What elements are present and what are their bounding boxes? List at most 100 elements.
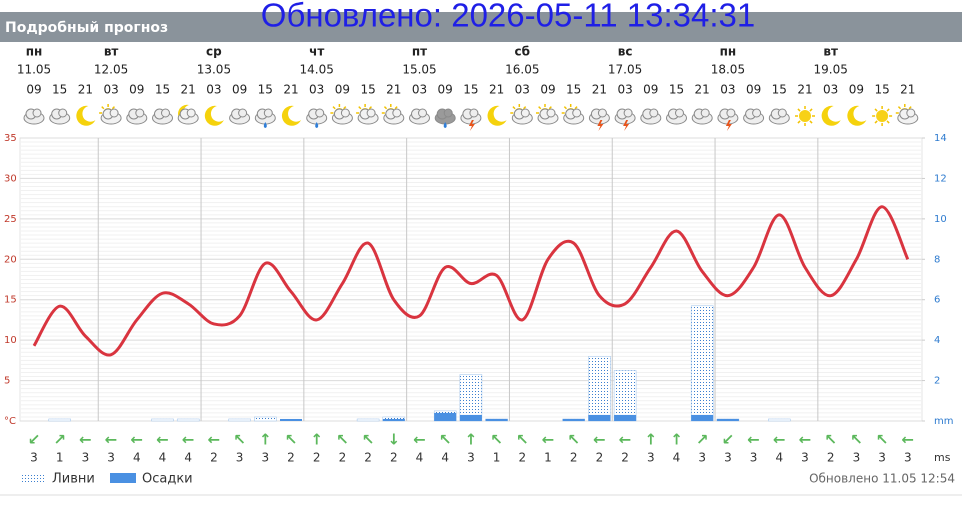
wind-arrow: ← (105, 431, 118, 449)
day-date: 11.05 (17, 63, 51, 77)
hour-label: 03 (309, 83, 324, 97)
icon-cloud (777, 108, 787, 118)
wind-arrow: ↑ (310, 431, 323, 449)
hour-label: 03 (823, 83, 838, 97)
icon-cloud (572, 108, 582, 118)
wind-arrow: ↗ (696, 431, 709, 449)
day-name: ср (206, 45, 222, 59)
icon-cloud (161, 108, 170, 118)
legend-label: Ливни (52, 472, 95, 487)
icon-ray (394, 106, 398, 110)
wind-arrow: ← (593, 431, 606, 449)
weather-icon (614, 108, 636, 131)
wind-arrow: ← (131, 431, 144, 449)
wind-arrow: ← (542, 431, 555, 449)
hour-label: 09 (129, 83, 144, 97)
wind-speed: 3 (261, 451, 269, 465)
icon-ray (563, 106, 567, 110)
wind-arrow: ↓ (388, 431, 401, 449)
y2-tick-label: 8 (934, 254, 940, 265)
icon-cloud (726, 108, 736, 118)
icon-ray (797, 120, 801, 124)
day-date: 16.05 (505, 63, 539, 77)
icon-cloud (32, 108, 42, 118)
y2-tick-label: 14 (934, 133, 947, 144)
shower-bar (176, 418, 200, 422)
wind-speed: 3 (904, 451, 912, 465)
icon-sun (799, 110, 811, 122)
hour-label: 21 (78, 83, 93, 97)
y2-tick-label: 6 (934, 295, 940, 306)
weather-icon (460, 108, 482, 131)
hour-label: 15 (669, 83, 684, 97)
y-tick-label: 20 (4, 254, 17, 265)
footer-updated: Обновлено 11.05 12:54 (809, 472, 955, 486)
precip-bar (485, 418, 508, 421)
wind-speed: 2 (570, 451, 578, 465)
weather-icon (254, 108, 276, 128)
wind-speed: 2 (827, 451, 835, 465)
wind-speed: 2 (210, 451, 218, 465)
icon-ray (797, 108, 801, 112)
temperature-line (32, 205, 910, 357)
day-date: 13.05 (197, 63, 231, 77)
wind-arrow: ↖ (233, 431, 246, 449)
shower-bar (48, 418, 71, 422)
icon-ray (897, 106, 902, 110)
wind-arrow: ↖ (490, 431, 503, 449)
update-stamp: Обновлено: 2026-05-11 13:34:31 (261, 0, 755, 34)
icon-ray (368, 106, 372, 110)
icon-ray (886, 120, 890, 124)
hour-label: 21 (283, 83, 298, 97)
precip-bar (459, 414, 482, 421)
day-date: 15.05 (402, 63, 436, 77)
wind-arrow: ← (799, 431, 812, 449)
icon-ray (332, 106, 336, 110)
hour-label: 21 (592, 83, 607, 97)
precip-bar (691, 414, 714, 421)
y-tick-label: 25 (4, 214, 17, 225)
icon-ray (523, 106, 527, 110)
icon-ray (383, 106, 388, 110)
hour-label: 09 (643, 83, 658, 97)
weather-icon (743, 108, 765, 125)
weather-icon (588, 108, 610, 131)
wind-arrow: ↖ (824, 431, 837, 449)
weather-icon (768, 108, 790, 125)
day-name: вс (618, 45, 633, 59)
weather-icon (640, 108, 662, 125)
weather-icon (229, 108, 251, 125)
icon-bolt (725, 120, 732, 131)
weather-icon (306, 108, 328, 128)
icon-cloud (366, 108, 376, 118)
day-name: вт (104, 45, 119, 59)
icon-moon (76, 105, 96, 126)
wind-arrow: ← (773, 431, 786, 449)
day-name: вт (823, 45, 838, 59)
icon-bolt (597, 120, 604, 131)
icon-cloud (675, 108, 684, 118)
wind-speed: 3 (853, 451, 861, 465)
precip-bar (588, 414, 611, 421)
hour-label: 15 (258, 83, 273, 97)
wind-speed: 4 (775, 451, 783, 465)
precip-bar (716, 418, 739, 421)
icon-cloud (315, 108, 325, 118)
hour-label: 09 (26, 83, 41, 97)
icon-cloud (623, 108, 633, 118)
wind-speed: 3 (750, 451, 758, 465)
icon-bolt (468, 120, 475, 131)
hour-label: 09 (540, 83, 555, 97)
precip-bar (382, 418, 405, 421)
wind-arrow: ↖ (567, 431, 580, 449)
icon-cloud (186, 108, 196, 118)
icon-moon (281, 105, 301, 126)
y-tick-label: 35 (4, 133, 17, 144)
icon-ray (809, 108, 813, 112)
wind-speed: 3 (107, 451, 115, 465)
icon-bolt (623, 120, 630, 131)
y-tick-label: °C (4, 416, 16, 427)
shower-bar (254, 416, 277, 422)
weather-icon (152, 108, 173, 125)
